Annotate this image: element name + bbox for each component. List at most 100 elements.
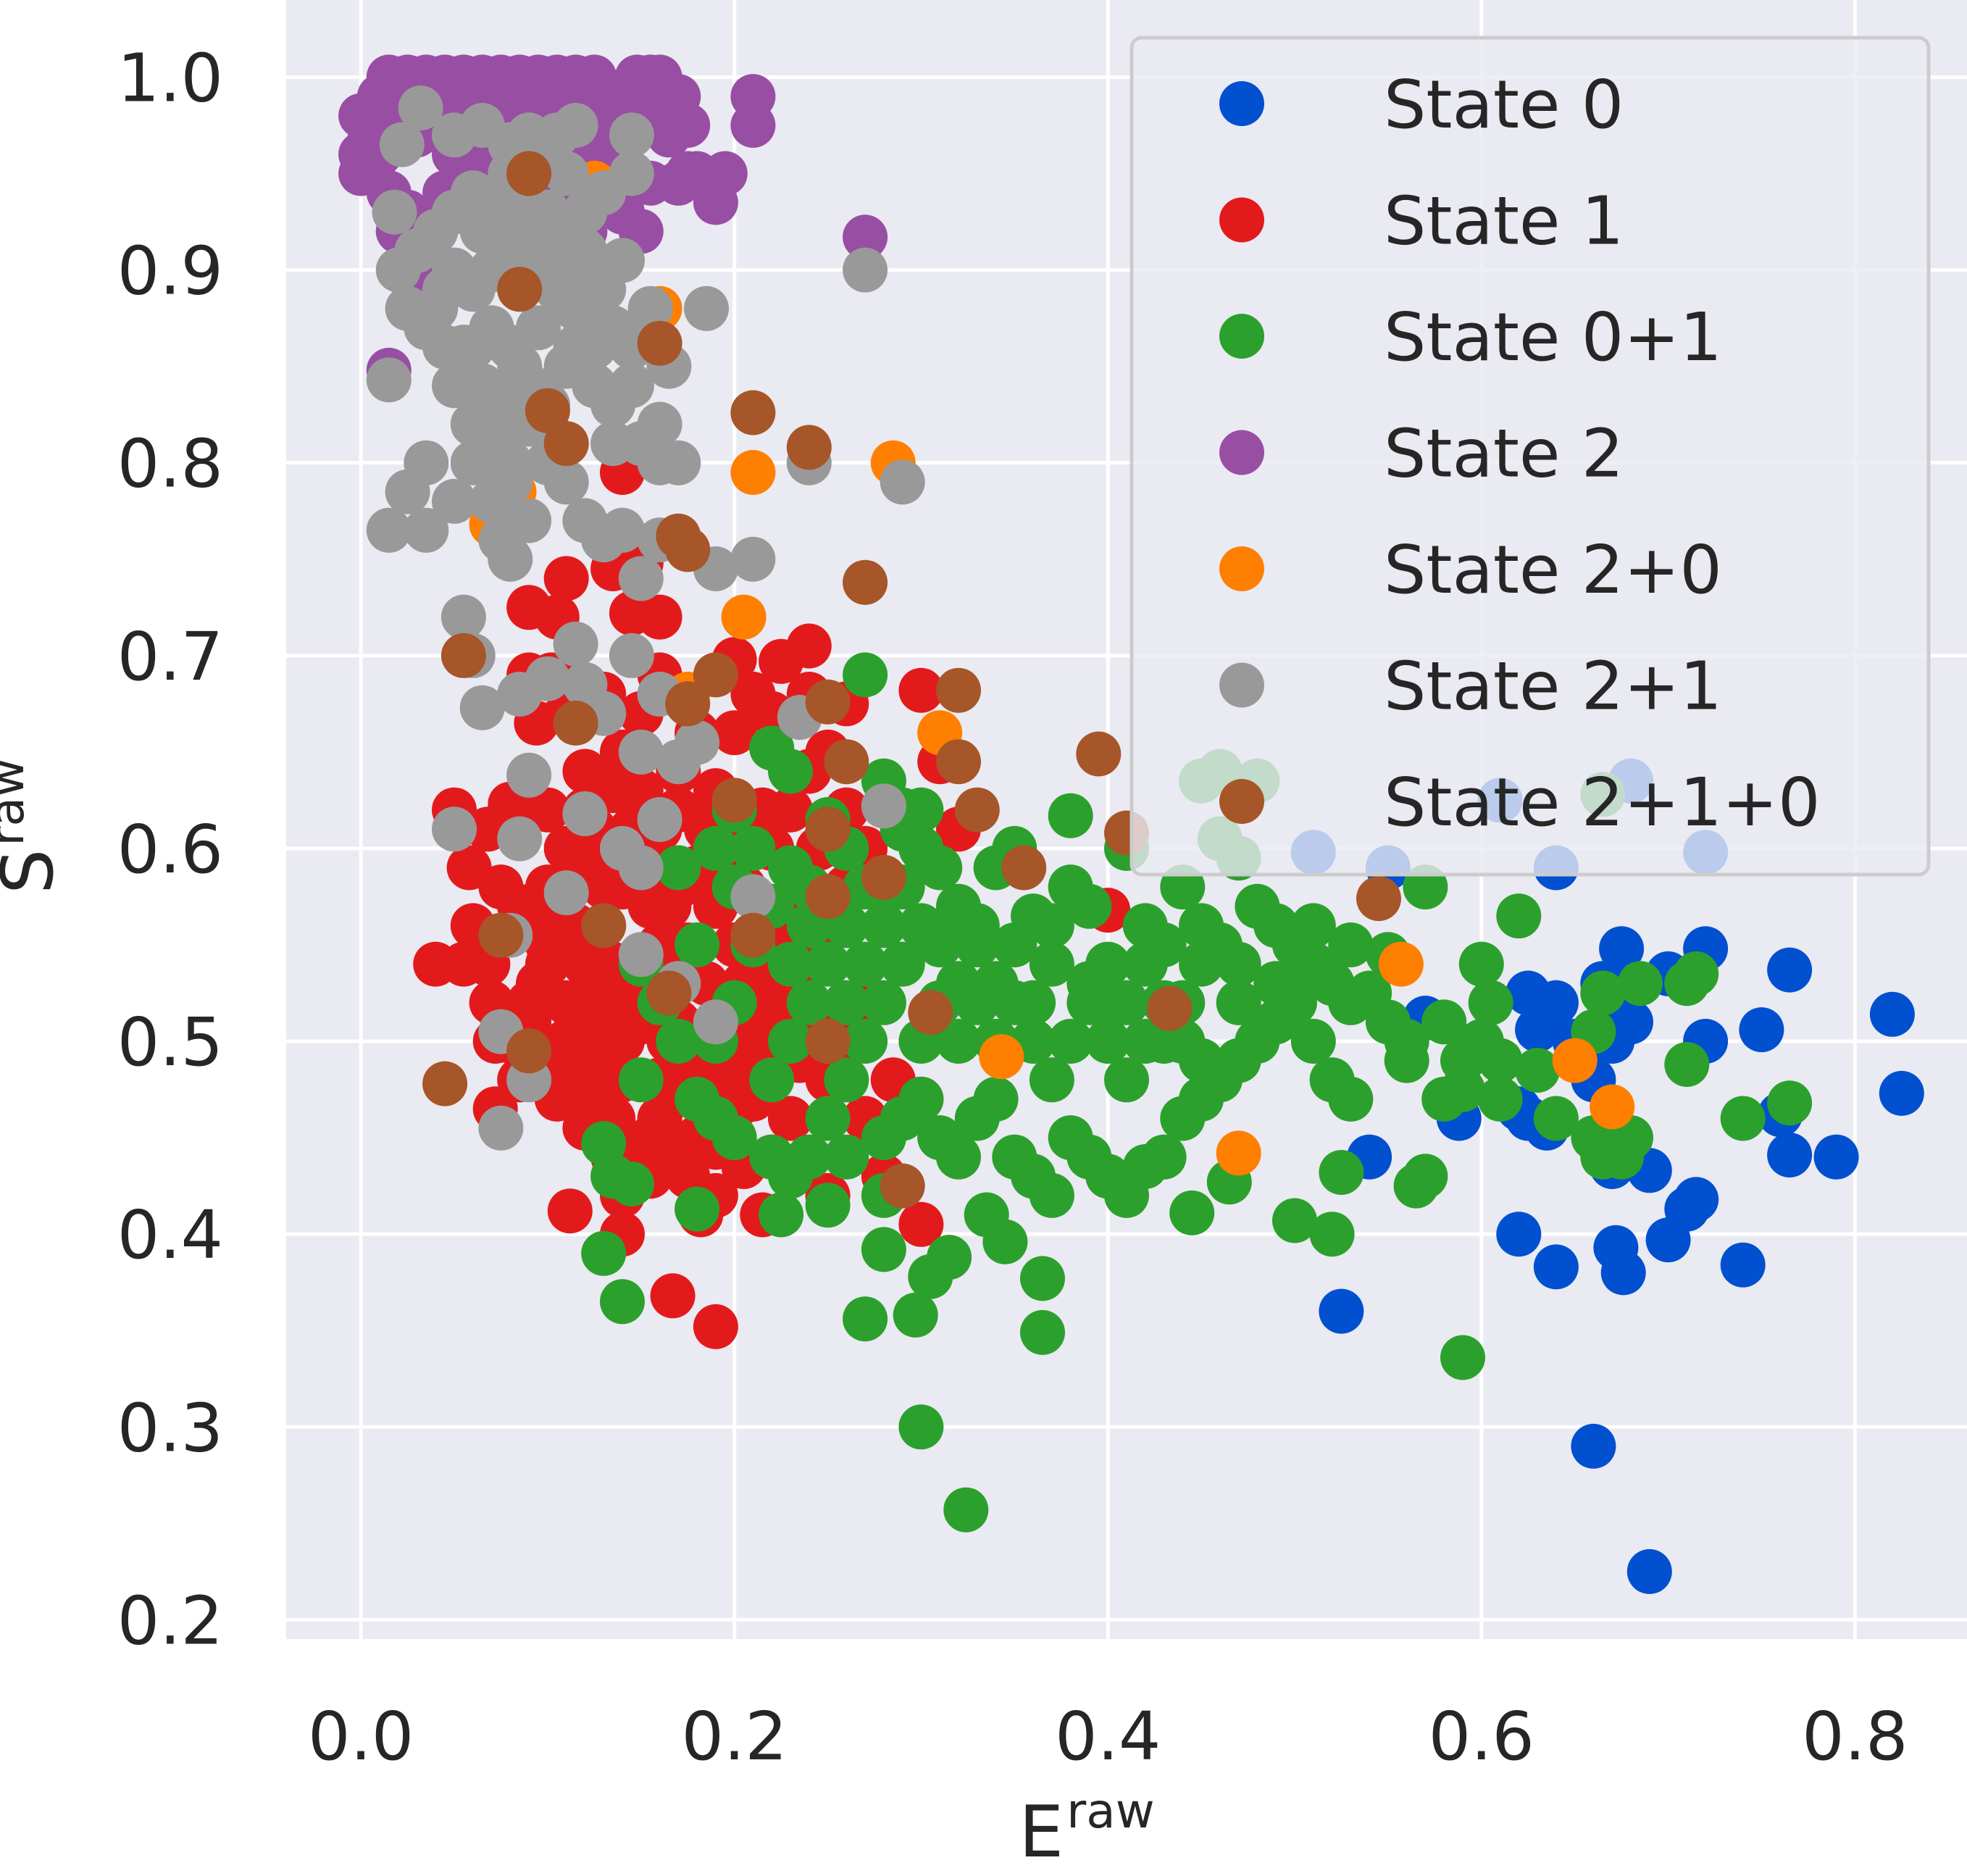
- data-point: [786, 623, 832, 669]
- legend-label: State 2+1: [1384, 648, 1722, 725]
- data-point: [1216, 980, 1261, 1025]
- data-point: [805, 806, 851, 852]
- data-point: [943, 1487, 989, 1533]
- data-point: [917, 845, 963, 891]
- data-point: [861, 1227, 906, 1272]
- data-point: [553, 103, 598, 148]
- data-point: [1674, 1177, 1719, 1222]
- data-point: [497, 267, 543, 312]
- legend-label: State 0+1: [1384, 299, 1722, 376]
- data-point: [1767, 1133, 1813, 1177]
- data-point: [730, 874, 776, 920]
- data-point: [1378, 941, 1424, 987]
- data-point: [768, 1019, 813, 1064]
- data-point: [637, 594, 682, 640]
- data-point: [711, 1115, 757, 1161]
- data-point: [618, 1057, 664, 1103]
- data-point: [759, 1192, 804, 1238]
- data-point: [1048, 793, 1093, 838]
- data-point: [1328, 1076, 1374, 1122]
- data-point: [1458, 1019, 1504, 1064]
- data-point: [478, 1105, 524, 1151]
- data-point: [898, 787, 944, 833]
- data-point: [880, 1163, 925, 1209]
- data-point: [936, 667, 981, 713]
- legend-items: State 0 State 1 State 0+1 State 2 State 2+0 S…: [1219, 66, 1821, 841]
- data-point: [1496, 1212, 1542, 1257]
- data-point: [1309, 1212, 1355, 1257]
- data-point: [675, 922, 720, 967]
- x-tick-label: 0.0: [308, 1698, 414, 1775]
- data-point: [1720, 1096, 1766, 1141]
- data-point: [1328, 922, 1374, 967]
- data-point: [1664, 1042, 1710, 1087]
- data-point: [1216, 941, 1261, 987]
- data-point: [1552, 1038, 1598, 1083]
- data-point: [366, 507, 412, 553]
- data-point: [1813, 1134, 1859, 1180]
- data-point: [917, 922, 963, 967]
- data-point: [880, 941, 925, 987]
- y-tick-label: 0.4: [117, 1196, 223, 1274]
- data-point: [1356, 876, 1401, 922]
- data-point: [786, 980, 832, 1025]
- legend-label: State 2+1+0: [1384, 764, 1821, 841]
- y-tick-label: 0.6: [117, 811, 223, 888]
- y-tick-label: 0.5: [117, 1004, 223, 1081]
- data-point: [843, 247, 888, 293]
- data-point: [432, 363, 477, 409]
- data-point: [843, 214, 888, 260]
- data-point: [543, 870, 589, 916]
- data-point: [936, 739, 981, 785]
- data-point: [973, 961, 1019, 1006]
- data-point: [1029, 941, 1074, 987]
- data-point: [440, 594, 486, 640]
- data-point: [1496, 893, 1542, 939]
- data-point: [927, 1235, 972, 1280]
- data-point: [898, 667, 944, 713]
- data-point: [665, 681, 711, 727]
- data-point: [506, 752, 552, 798]
- data-point: [1104, 980, 1149, 1025]
- data-point: [721, 594, 767, 640]
- data-point: [843, 1296, 888, 1342]
- data-point: [1720, 1242, 1766, 1288]
- x-tick-labels: 0.0 0.2 0.4 0.6 0.8: [308, 1698, 1908, 1775]
- data-point: [1020, 1256, 1065, 1301]
- data-point: [1169, 1190, 1215, 1235]
- x-axis-label-base: E: [1019, 1791, 1064, 1874]
- data-point: [656, 1019, 701, 1064]
- legend-marker: [1219, 546, 1264, 591]
- y-tick-label: 0.7: [117, 618, 223, 696]
- data-point: [982, 1219, 1028, 1264]
- data-points: [338, 54, 1924, 1594]
- data-point: [1571, 1423, 1616, 1469]
- data-point: [1580, 970, 1626, 1016]
- data-point: [516, 961, 561, 1006]
- data-point: [1505, 970, 1551, 1016]
- data-point: [730, 390, 776, 435]
- data-point: [711, 710, 757, 756]
- data-point: [1458, 941, 1504, 987]
- data-point: [600, 507, 645, 553]
- data-point: [730, 825, 776, 871]
- data-point: [478, 912, 524, 958]
- data-point: [534, 247, 580, 293]
- legend-marker: [1219, 779, 1264, 824]
- data-point: [440, 633, 486, 678]
- data-point: [646, 970, 692, 1016]
- legend: State 0 State 1 State 0+1 State 2 State 2+0 S…: [1129, 36, 1931, 877]
- data-point: [665, 103, 711, 148]
- data-point: [637, 320, 682, 366]
- data-point: [973, 1076, 1019, 1122]
- data-point: [1029, 1172, 1074, 1218]
- data-point: [1020, 1309, 1065, 1355]
- data-point: [600, 1279, 645, 1325]
- data-point: [1290, 1019, 1336, 1064]
- data-point: [730, 103, 776, 148]
- y-axis-label-sup: raw: [0, 758, 35, 846]
- data-point: [954, 787, 1000, 833]
- x-tick-label: 0.4: [1055, 1698, 1161, 1775]
- data-point: [1767, 1080, 1813, 1126]
- data-point: [898, 1201, 944, 1247]
